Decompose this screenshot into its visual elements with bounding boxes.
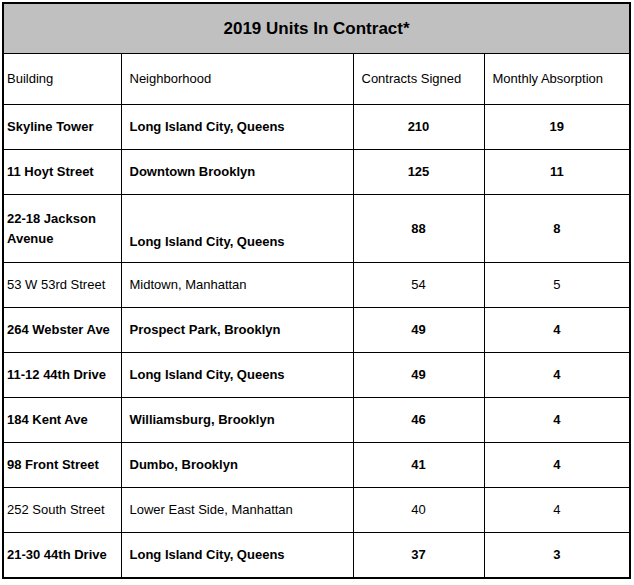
monthly-absorption-cell: 5 xyxy=(484,263,630,308)
contracts-signed-cell: 40 xyxy=(353,488,484,533)
table-row: 98 Front Street Dumbo, Brooklyn 41 4 xyxy=(3,443,630,488)
building-cell: 11-12 44th Drive xyxy=(3,353,121,398)
neighborhood-cell: Long Island City, Queens xyxy=(121,105,353,150)
column-header-building: Building xyxy=(3,54,121,105)
table-row: 53 W 53rd Street Midtown, Manhattan 54 5 xyxy=(3,263,630,308)
building-cell: Skyline Tower xyxy=(3,105,121,150)
neighborhood-cell: Lower East Side, Manhattan xyxy=(121,488,353,533)
table-row: 11-12 44th Drive Long Island City, Queen… xyxy=(3,353,630,398)
neighborhood-cell: Long Island City, Queens xyxy=(121,533,353,578)
monthly-absorption-cell: 11 xyxy=(484,150,630,195)
contracts-signed-cell: 49 xyxy=(353,353,484,398)
monthly-absorption-cell: 8 xyxy=(484,195,630,263)
contracts-signed-cell: 125 xyxy=(353,150,484,195)
monthly-absorption-cell: 4 xyxy=(484,488,630,533)
title-row: 2019 Units In Contract* xyxy=(3,3,630,54)
monthly-absorption-cell: 3 xyxy=(484,533,630,578)
column-header-monthly-absorption: Monthly Absorption xyxy=(484,54,630,105)
neighborhood-cell: Long Island City, Queens xyxy=(121,353,353,398)
contracts-signed-cell: 210 xyxy=(353,105,484,150)
monthly-absorption-cell: 4 xyxy=(484,398,630,443)
building-cell: 53 W 53rd Street xyxy=(3,263,121,308)
neighborhood-cell: Midtown, Manhattan xyxy=(121,263,353,308)
contracts-signed-cell: 41 xyxy=(353,443,484,488)
header-row: Building Neighborhood Contracts Signed M… xyxy=(3,54,630,105)
building-cell: 252 South Street xyxy=(3,488,121,533)
neighborhood-cell: Long Island City, Queens xyxy=(121,195,353,263)
column-header-contracts-signed: Contracts Signed xyxy=(353,54,484,105)
table-row: 21-30 44th Drive Long Island City, Queen… xyxy=(3,533,630,578)
neighborhood-cell: Dumbo, Brooklyn xyxy=(121,443,353,488)
monthly-absorption-cell: 19 xyxy=(484,105,630,150)
contracts-signed-cell: 49 xyxy=(353,308,484,353)
contracts-signed-cell: 88 xyxy=(353,195,484,263)
monthly-absorption-cell: 4 xyxy=(484,443,630,488)
neighborhood-cell: Prospect Park, Brooklyn xyxy=(121,308,353,353)
table-title: 2019 Units In Contract* xyxy=(3,3,630,54)
building-cell: 11 Hoyt Street xyxy=(3,150,121,195)
contracts-signed-cell: 37 xyxy=(353,533,484,578)
neighborhood-cell: Downtown Brooklyn xyxy=(121,150,353,195)
column-header-neighborhood: Neighborhood xyxy=(121,54,353,105)
building-cell: 21-30 44th Drive xyxy=(3,533,121,578)
monthly-absorption-cell: 4 xyxy=(484,308,630,353)
table-row: 184 Kent Ave Williamsburg, Brooklyn 46 4 xyxy=(3,398,630,443)
table-row: 11 Hoyt Street Downtown Brooklyn 125 11 xyxy=(3,150,630,195)
contracts-signed-cell: 54 xyxy=(353,263,484,308)
building-cell: 184 Kent Ave xyxy=(3,398,121,443)
table-row: 22-18 Jackson Avenue Long Island City, Q… xyxy=(3,195,630,263)
table-row: Skyline Tower Long Island City, Queens 2… xyxy=(3,105,630,150)
table-row: 264 Webster Ave Prospect Park, Brooklyn … xyxy=(3,308,630,353)
table-row: 252 South Street Lower East Side, Manhat… xyxy=(3,488,630,533)
building-cell: 264 Webster Ave xyxy=(3,308,121,353)
contracts-signed-cell: 46 xyxy=(353,398,484,443)
building-cell: 98 Front Street xyxy=(3,443,121,488)
monthly-absorption-cell: 4 xyxy=(484,353,630,398)
units-in-contract-table: 2019 Units In Contract* Building Neighbo… xyxy=(2,2,631,579)
building-cell: 22-18 Jackson Avenue xyxy=(3,195,121,263)
neighborhood-cell: Williamsburg, Brooklyn xyxy=(121,398,353,443)
